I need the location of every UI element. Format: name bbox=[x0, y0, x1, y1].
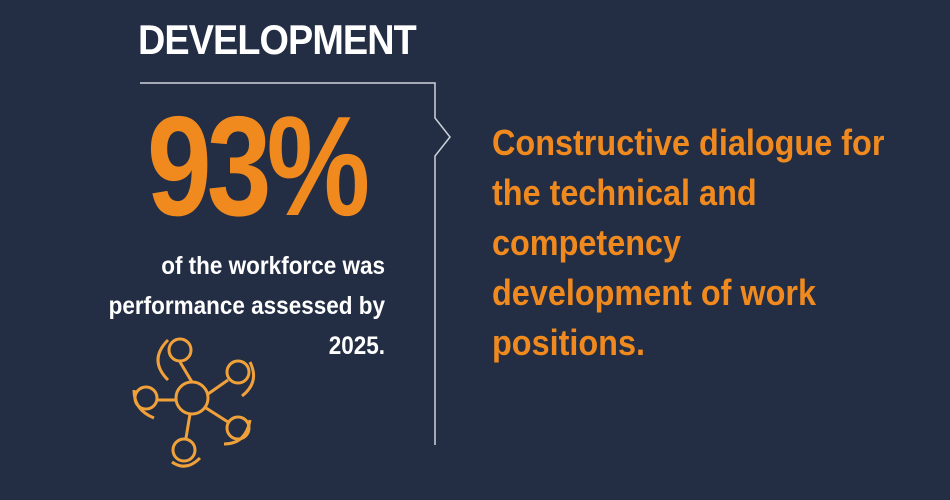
stat-value: 93% bbox=[146, 87, 370, 246]
section-title: DEVELOPMENT bbox=[138, 16, 417, 63]
headline: Constructive dialogue for the technical … bbox=[492, 122, 885, 363]
divider-line bbox=[140, 82, 451, 445]
stat-description: of the workforce was performance assesse… bbox=[108, 252, 385, 360]
people-icon bbox=[132, 337, 256, 468]
